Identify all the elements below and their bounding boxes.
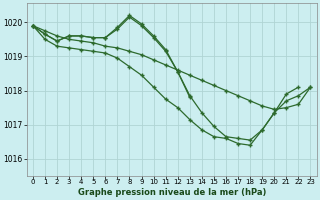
X-axis label: Graphe pression niveau de la mer (hPa): Graphe pression niveau de la mer (hPa) (77, 188, 266, 197)
